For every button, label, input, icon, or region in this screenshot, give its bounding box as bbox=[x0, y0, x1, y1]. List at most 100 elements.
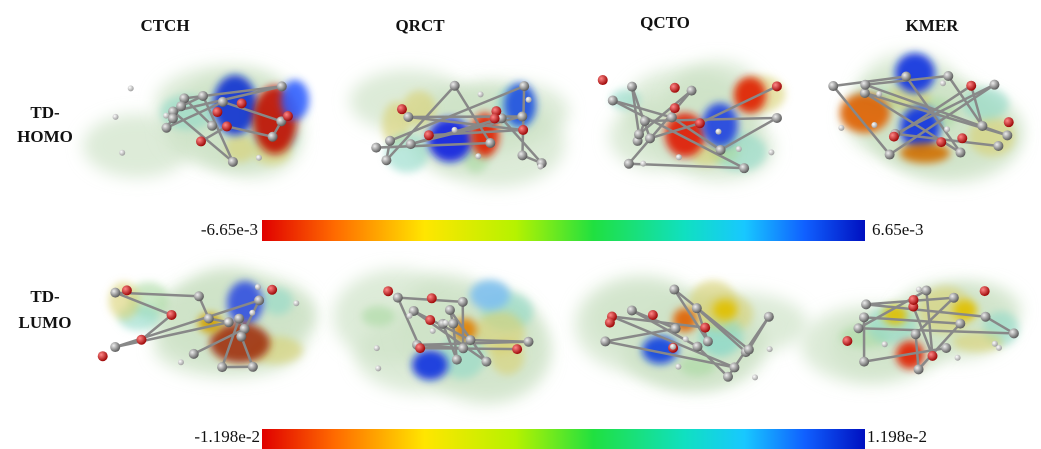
bond bbox=[172, 85, 283, 113]
atom bbox=[1008, 328, 1019, 339]
bond bbox=[114, 320, 229, 349]
atom bbox=[766, 346, 773, 353]
molecule bbox=[800, 281, 1022, 385]
atom bbox=[977, 120, 988, 131]
atom bbox=[282, 111, 293, 122]
bond bbox=[500, 117, 543, 164]
atom bbox=[901, 71, 912, 82]
atom bbox=[881, 341, 888, 348]
atom bbox=[763, 311, 774, 322]
atom bbox=[423, 130, 434, 141]
atom bbox=[876, 90, 883, 97]
bond bbox=[389, 84, 525, 142]
bond bbox=[863, 316, 961, 325]
atom bbox=[177, 359, 184, 366]
atom bbox=[381, 155, 392, 166]
atom bbox=[110, 287, 121, 298]
atom bbox=[640, 160, 647, 167]
atom bbox=[682, 336, 689, 343]
column-header: KMER bbox=[906, 16, 960, 35]
atom bbox=[371, 142, 382, 153]
molecule bbox=[349, 69, 569, 188]
bond bbox=[114, 291, 173, 317]
atom bbox=[477, 91, 484, 98]
bond bbox=[611, 315, 735, 369]
molecule-renderings bbox=[82, 52, 1023, 405]
atom bbox=[136, 334, 147, 345]
atom bbox=[936, 137, 947, 148]
atom bbox=[884, 149, 895, 160]
atom bbox=[979, 286, 990, 297]
atom bbox=[405, 139, 416, 150]
molecule bbox=[97, 267, 315, 379]
atom bbox=[444, 304, 455, 315]
atom bbox=[392, 292, 403, 303]
atom bbox=[686, 85, 697, 96]
colorbar-min: -6.65e-3 bbox=[201, 220, 258, 239]
atom bbox=[167, 113, 178, 124]
atom bbox=[448, 318, 459, 329]
atom bbox=[675, 363, 682, 370]
atom bbox=[227, 156, 238, 167]
bond bbox=[888, 83, 996, 156]
atom bbox=[700, 322, 711, 333]
atom bbox=[267, 284, 278, 295]
atom bbox=[908, 294, 919, 305]
atom bbox=[627, 81, 638, 92]
bond bbox=[699, 85, 778, 125]
atom bbox=[112, 113, 119, 120]
colorbar bbox=[262, 220, 865, 241]
bond bbox=[220, 318, 241, 368]
atom bbox=[383, 286, 394, 297]
atom bbox=[254, 295, 265, 306]
atom bbox=[221, 121, 232, 132]
atom bbox=[669, 103, 680, 114]
atom bbox=[523, 336, 534, 347]
column-header: QCTO bbox=[640, 13, 690, 32]
bond bbox=[912, 306, 934, 357]
atom bbox=[913, 364, 924, 375]
molecule bbox=[597, 60, 786, 182]
bond bbox=[673, 288, 709, 343]
orbital-lobe bbox=[840, 93, 890, 133]
density-tint bbox=[952, 331, 1003, 353]
bond bbox=[376, 141, 491, 149]
atom bbox=[489, 113, 500, 124]
bond bbox=[140, 313, 173, 341]
atom bbox=[166, 309, 177, 320]
atom bbox=[838, 124, 845, 131]
atom bbox=[644, 133, 655, 144]
atom bbox=[669, 284, 680, 295]
orbital-lobe bbox=[702, 103, 738, 147]
atom bbox=[485, 137, 496, 148]
atom bbox=[739, 163, 750, 174]
atom bbox=[715, 128, 722, 135]
atom bbox=[517, 111, 528, 122]
bond bbox=[453, 85, 492, 144]
bond bbox=[984, 315, 1015, 335]
atom bbox=[860, 79, 871, 90]
bond bbox=[925, 290, 934, 357]
atom bbox=[993, 140, 1004, 151]
atom bbox=[188, 348, 199, 359]
atom bbox=[715, 144, 726, 155]
atom bbox=[927, 350, 938, 361]
row-label: LUMO bbox=[19, 313, 72, 332]
atom bbox=[828, 81, 839, 92]
atom bbox=[939, 80, 946, 87]
bond bbox=[832, 85, 891, 156]
atom bbox=[176, 101, 187, 112]
atom bbox=[955, 318, 966, 329]
atom bbox=[1002, 130, 1013, 141]
atom bbox=[163, 112, 170, 119]
atom bbox=[442, 319, 449, 326]
atom bbox=[702, 336, 713, 347]
atom bbox=[519, 81, 530, 92]
density-tint bbox=[225, 134, 255, 163]
atom bbox=[692, 341, 703, 352]
molecule bbox=[828, 52, 1023, 184]
bond bbox=[638, 89, 693, 136]
atom bbox=[518, 124, 529, 135]
atom bbox=[385, 135, 396, 146]
